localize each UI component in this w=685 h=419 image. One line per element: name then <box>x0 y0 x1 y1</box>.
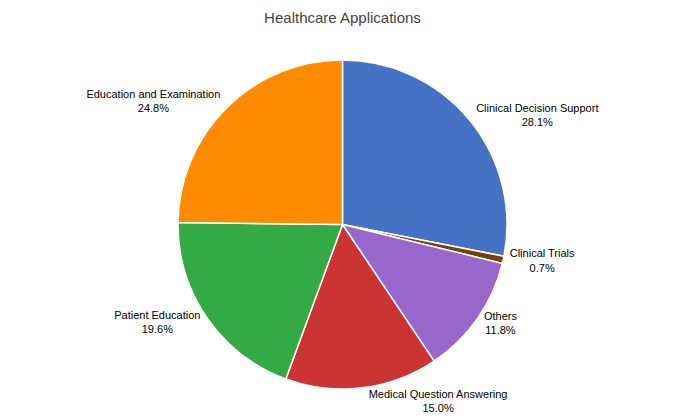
svg-text:Others11.8%: Others11.8% <box>484 310 518 336</box>
svg-text:Patient Education19.6%: Patient Education19.6% <box>114 309 200 335</box>
svg-text:Education and Examination24.8%: Education and Examination24.8% <box>86 88 220 114</box>
svg-text:Medical Question Answering15.0: Medical Question Answering15.0% <box>369 388 508 414</box>
svg-text:Clinical Trials0.7%: Clinical Trials0.7% <box>510 247 575 273</box>
svg-text:Healthcare Applications: Healthcare Applications <box>264 9 421 26</box>
svg-text:Clinical Decision Support28.1%: Clinical Decision Support28.1% <box>476 102 598 128</box>
